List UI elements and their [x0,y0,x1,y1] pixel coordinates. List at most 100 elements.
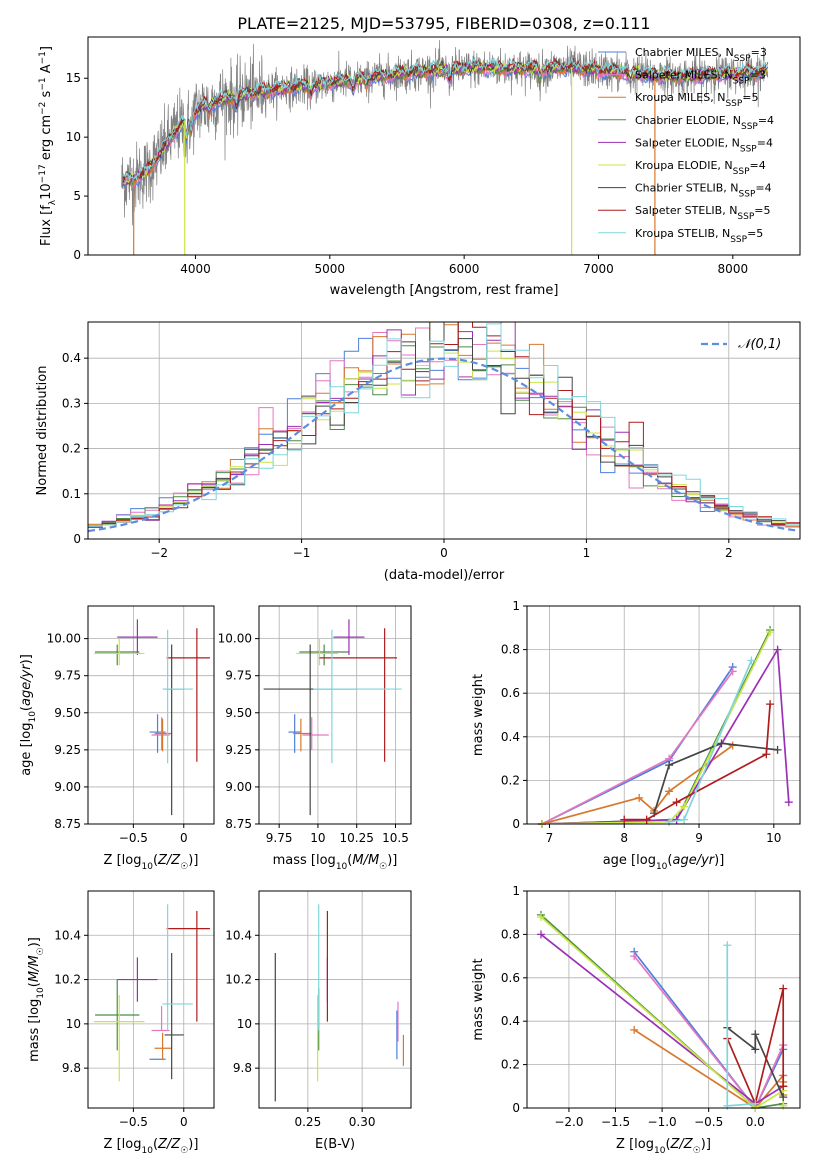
y-tick-label: 0.6 [501,971,520,985]
x-tick-label: 1 [583,546,591,560]
x-tick-label: 4000 [180,262,211,276]
errorbar-point [263,644,357,816]
weight-marker [773,745,782,754]
axes-mass-vs-EBV: 0.25 0.30 9.8 10 10.2 10.4 [225,891,411,1129]
weight-marker [766,700,775,709]
x-tick-label: 0 [180,1115,188,1129]
x-tick-label: 0 [440,546,448,560]
y-tick-label: 9.25 [225,743,252,757]
weight-marker [773,645,782,654]
weight-marker [620,815,629,824]
legend-label: Chabrier STELIB, NSSP=4 [635,182,772,200]
weight-line-6 [726,1027,784,1098]
x-tick-label: 0 [180,831,188,845]
y-axis-label: Normed distribution [35,366,50,496]
x-tick-label: 9.75 [266,831,293,845]
x-tick-label: −1.5 [601,1115,630,1129]
x-tick-label: 6000 [449,262,480,276]
weight-marker [728,667,737,676]
weight-marker [784,798,793,807]
y-tick-label: 9.75 [225,669,252,683]
y-tick-label: 9.75 [54,669,81,683]
legend-label: Chabrier ELODIE, NSSP=4 [635,114,774,132]
massweight-vs-age-frame [526,605,801,825]
normal-curve [88,357,798,533]
y-tick-label: 0.3 [62,396,81,410]
y-axis-label: mass [log10(M/M☉)] [27,937,46,1062]
legend-label: Kroupa ELODIE, NSSP=4 [635,159,766,177]
x-tick-label: −0.5 [694,1115,723,1129]
y-tick-label: 0.8 [501,643,520,657]
x-axis-label: Z [log10(Z/Z☉)] [616,1137,711,1156]
x-tick-label: 9 [695,831,703,845]
errorbar-point [95,644,140,666]
y-tick-label: 9.00 [225,780,252,794]
legend-label: 𝒩(0,1) [738,337,781,352]
errorbar-point [166,628,210,762]
y-tick-label: 9.8 [62,1061,81,1075]
legend: Chabrier MILES, NSSP=3 Salpeter MILES, NS… [598,46,774,245]
weight-marker [680,802,689,811]
weight-marker [751,1045,760,1054]
y-tick-label: 0 [73,532,81,546]
y-tick-label: 10.4 [54,928,81,942]
y-tick-label: 0.2 [62,442,81,456]
x-tick-label: −2.0 [554,1115,583,1129]
weight-line-3 [540,914,784,1108]
x-axis-label: E(B-V) [315,1137,355,1152]
weight-marker [717,739,726,748]
y-tick-label: 1 [512,884,520,898]
errorbar-point [319,628,398,762]
x-tick-label: 5000 [315,262,346,276]
weight-line-2 [541,744,734,824]
x-tick-label: 0.0 [746,1115,765,1129]
weight-marker [536,930,545,939]
x-axis-label: mass [log10(M/M☉)] [273,853,398,872]
y-tick-label: 9.8 [233,1061,252,1075]
x-tick-label: 7000 [583,262,614,276]
weight-line-7 [726,988,785,1107]
axes-massweight-vs-Z: −2.0 −1.5 −1.0 −0.5 0.0 0 0.2 0.4 0.6 0.8 1 [501,884,800,1129]
x-tick-label: −0.5 [119,1115,148,1129]
mass-vs-EBV-frame [258,890,412,1109]
legend-label: Salpeter MILES, NSSP=3 [635,69,766,87]
weight-marker [536,913,545,922]
y-tick-label: 0.6 [501,686,520,700]
errorbar-point [166,910,210,1022]
errorbar-point [296,638,339,666]
x-tick-label: 10.5 [382,831,409,845]
residuals-frame [87,321,801,540]
x-tick-label: 10.25 [340,831,374,845]
y-tick-label: 10.4 [225,928,252,942]
x-tick-label: 10 [310,831,325,845]
errorbar-point [117,957,158,1002]
legend-label: Salpeter ELODIE, NSSP=4 [635,136,773,154]
y-tick-label: 9.50 [54,706,81,720]
weight-line-0 [633,951,784,1108]
y-tick-label: 0.2 [501,773,520,787]
y-tick-label: 9.00 [54,780,81,794]
weight-line-0 [541,666,734,824]
age-vs-mass-frame [258,605,412,825]
y-tick-label: 15 [66,71,81,85]
weight-line-1 [541,670,734,824]
errorbar-point [154,718,172,752]
weight-marker [747,656,756,665]
x-tick-label: −2 [150,546,168,560]
weight-line-4 [541,646,790,824]
weight-marker [672,798,681,807]
y-tick-label: 8.75 [225,817,252,831]
y-tick-label: 0.4 [62,351,81,365]
y-tick-label: 5 [73,189,81,203]
weight-marker [751,1030,760,1039]
y-tick-label: 8.75 [54,817,81,831]
y-tick-label: 10 [66,130,81,144]
weight-marker [751,1099,760,1108]
errorbar-point [164,953,184,1080]
weight-marker [723,1101,732,1110]
weight-marker [779,984,788,993]
x-axis-label: Z [log10(Z/Z☉)] [104,1137,199,1156]
y-tick-label: 9.25 [54,743,81,757]
x-tick-label: 0.25 [294,1115,321,1129]
